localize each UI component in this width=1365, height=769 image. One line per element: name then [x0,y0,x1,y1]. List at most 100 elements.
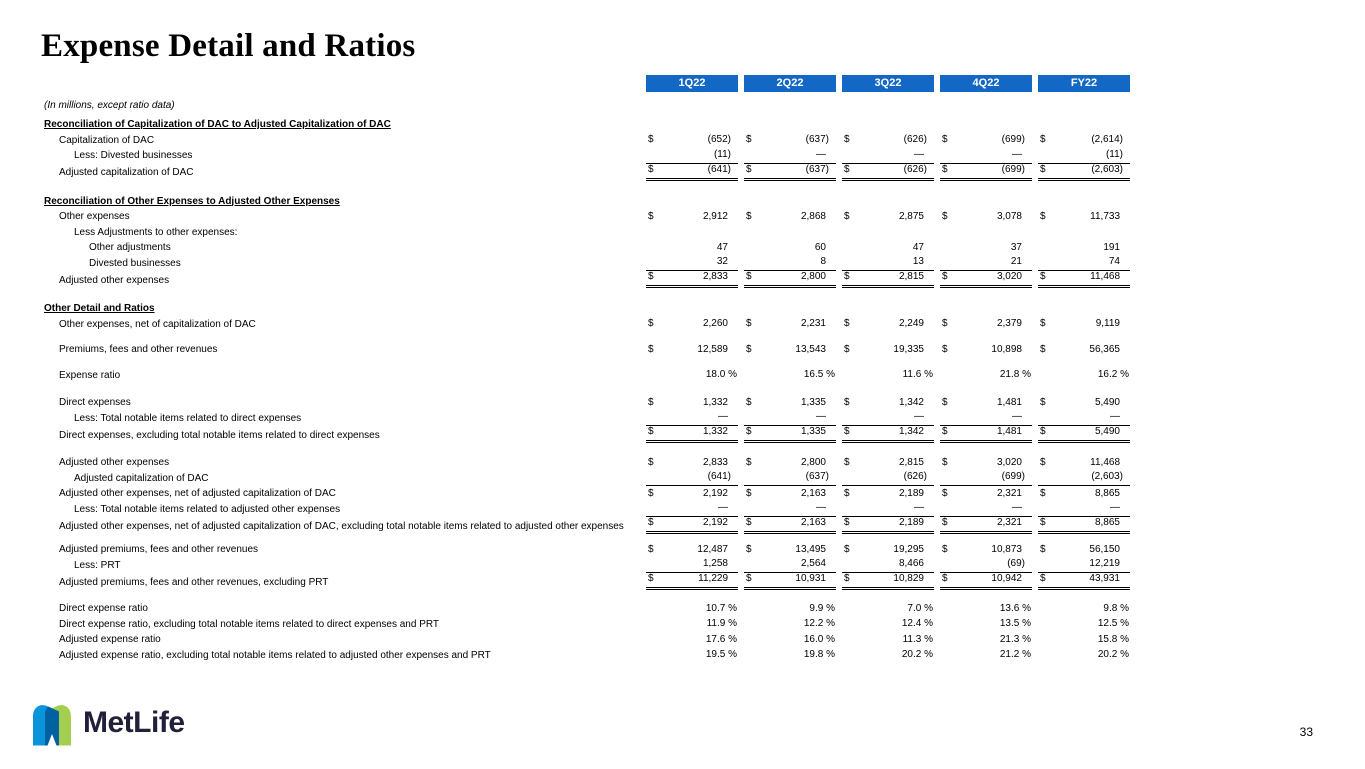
dollar-sign: $ [844,396,850,408]
value-cell: 32 [646,253,738,271]
cell-value: 1,342 [898,396,924,408]
cell-value: 2,260 [702,318,728,329]
dollar-sign: $ [844,456,850,468]
value-cell: $ (637) [744,131,836,149]
value-cell: 12,219 [1038,555,1130,573]
value-cell: (699) [940,468,1032,486]
value-cell: $ (652) [646,131,738,149]
section-heading: Reconciliation of Other Expenses to Adju… [44,195,340,207]
cell-value: 1,481 [996,426,1022,437]
row-label: Other expenses [59,211,130,222]
dollar-sign: $ [746,456,752,468]
dollar-sign: $ [648,318,654,329]
cell-value: 2,189 [898,517,924,528]
table-row: Adjusted premiums, fees and other revenu… [44,542,1136,558]
value-cell: $19,295 [842,540,934,558]
row-label: Capitalization of DAC [59,134,155,146]
row-label: Premiums, fees and other revenues [59,344,218,355]
cell-value: 1,335 [800,396,826,408]
value-cell: 17.6 % [646,630,738,648]
dollar-sign: $ [746,318,752,329]
cell-value: — [718,502,728,513]
table-body: Reconciliation of Capitalization of DAC … [44,117,1136,663]
value-cell: $1,335 [744,393,836,411]
dollar-sign: $ [844,487,850,499]
row-label: Direct expense ratio [59,603,148,614]
cell-value: 47 [912,241,924,253]
cell-value: 11,468 [1090,271,1120,282]
value-cell: 19.8 % [744,646,836,664]
cell-value: 20.2 % [1097,649,1129,660]
cell-value: 11.3 % [902,633,933,645]
cell-value: 1,342 [898,426,924,437]
cell-value: 2,833 [702,456,728,468]
cell-value: 2,868 [800,210,826,222]
value-cell: (641) [646,468,738,486]
cell-value: (637) [805,134,829,145]
value-cell: $2,192 [646,512,738,534]
cell-value: 2,192 [702,487,728,499]
dollar-sign: $ [1040,573,1046,584]
table-row: Less: Divested businesses (11) — — — (11) [44,148,1136,164]
dollar-sign: $ [648,456,654,468]
value-cell: — [842,408,934,426]
section-heading: Other Detail and Ratios [44,303,155,314]
row-label: Less: Divested businesses [74,150,193,161]
table-row: Adjusted premiums, fees and other revenu… [44,573,1136,590]
cell-value: 1,335 [800,426,826,437]
value-cell: 15.8 % [1038,630,1130,648]
value-cell: 12.2 % [744,615,836,633]
dollar-sign: $ [942,134,948,145]
metlife-logo: MetLife [30,698,185,747]
value-cell: — [646,499,738,517]
dollar-sign: $ [1040,487,1046,499]
cell-value: 16.5 % [803,369,835,380]
dollar-sign: $ [648,163,654,175]
cell-value: (11) [1105,148,1123,160]
cell-value: 56,365 [1089,343,1120,355]
cell-value: 7.0 % [907,602,933,614]
value-cell: $ (626) [842,131,934,149]
value-cell: (69) [940,555,1032,573]
value-cell: — [744,499,836,517]
cell-value: 56,150 [1089,543,1120,555]
cell-value: (11) [713,148,731,160]
dollar-sign: $ [746,573,752,584]
dollar-sign: $ [1040,343,1046,355]
value-cell: (11) [646,145,738,164]
dollar-sign: $ [844,343,850,355]
section-heading: Reconciliation of Capitalization of DAC … [44,119,391,130]
table-row: Premiums, fees and other revenues $12,589… [44,342,1136,358]
table-row: Direct expense ratio 10.7 % 9.9 % 7.0 % 13.6… [44,601,1136,617]
cell-value: 191 [1103,241,1120,253]
value-cell: $8,865 [1038,484,1130,502]
cell-value: 9.8 % [1103,602,1129,614]
cell-value: 1,258 [702,558,728,569]
cell-value: 3,020 [996,456,1022,468]
dollar-sign: $ [746,426,752,437]
dollar-sign: $ [942,396,948,408]
page-title: Expense Detail and Ratios [41,28,416,64]
cell-value: (2,614) [1091,134,1123,145]
dollar-sign: $ [648,517,654,528]
cell-value: 13.5 % [999,618,1031,629]
cell-value: 74 [1108,256,1120,267]
cell-value: 2,815 [898,271,924,282]
cell-value: (641) [707,471,731,482]
row-label: Adjusted expense ratio [59,634,161,645]
column-header-1q22: 1Q22 [646,75,738,92]
cell-value: — [1012,411,1022,422]
cell-value: 12.5 % [1097,618,1129,629]
dollar-sign: $ [942,318,948,329]
dollar-sign: $ [942,426,948,437]
value-cell: 13.5 % [940,615,1032,633]
value-cell: — [646,408,738,426]
cell-value: 1,481 [996,396,1022,408]
cell-value: 2,163 [800,517,826,528]
dollar-sign: $ [1040,543,1046,555]
cell-value: 13 [912,256,924,267]
cell-value: (699) [1001,471,1025,482]
cell-value: — [1012,502,1022,513]
cell-value: (652) [707,134,731,145]
value-cell: 20.2 % [1038,646,1130,664]
